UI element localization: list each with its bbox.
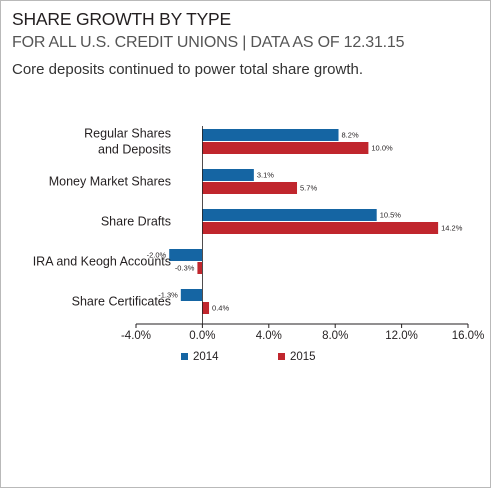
category-label: Regular Shares (84, 127, 171, 141)
x-tick-label: 16.0% (452, 330, 485, 342)
bar-2014-regular-shares-and-deposits (202, 129, 339, 141)
x-tick-label: 4.0% (256, 330, 282, 342)
x-tick-label: -4.0% (121, 330, 151, 342)
legend-swatch-2015 (278, 353, 285, 360)
bar-2015-regular-shares-and-deposits (202, 142, 369, 154)
category-label: and Deposits (98, 143, 171, 157)
bar-2015-share-certificates (202, 302, 210, 314)
data-label: 14.2% (441, 224, 463, 233)
data-label: -1.3% (158, 291, 178, 300)
legend-swatch-2014 (181, 353, 188, 360)
data-label: 8.2% (342, 131, 359, 140)
category-label: IRA and Keogh Accounts (33, 255, 171, 269)
chart-caption: Core deposits continued to power total s… (12, 61, 364, 78)
data-label: -0.3% (175, 264, 195, 273)
data-label: 10.5% (380, 211, 402, 220)
x-tick-label: 12.0% (385, 330, 418, 342)
bar-2014-share-drafts (202, 209, 377, 221)
data-label: -2.0% (147, 251, 167, 260)
bar-2014-ira-and-keogh-accounts (169, 249, 203, 261)
x-tick-label: 0.0% (189, 330, 215, 342)
bar-2014-share-certificates (180, 289, 203, 301)
data-label: 0.4% (212, 304, 229, 313)
chart-subtitle: FOR ALL U.S. CREDIT UNIONS | DATA AS OF … (12, 34, 405, 51)
x-tick-label: 8.0% (322, 330, 348, 342)
data-label: 10.0% (371, 144, 393, 153)
data-label: 5.7% (300, 184, 317, 193)
category-label: Share Certificates (72, 295, 171, 309)
category-label: Money Market Shares (49, 175, 171, 189)
bar-2015-ira-and-keogh-accounts (197, 262, 203, 274)
category-label: Share Drafts (101, 215, 171, 229)
legend-label: 2014 (193, 351, 219, 363)
bar-2015-money-market-shares (202, 182, 298, 194)
bar-2015-share-drafts (202, 222, 439, 234)
chart-title: SHARE GROWTH BY TYPE (12, 9, 232, 29)
bar-2014-money-market-shares (202, 169, 254, 181)
data-label: 3.1% (257, 171, 274, 180)
legend-label: 2015 (290, 351, 316, 363)
